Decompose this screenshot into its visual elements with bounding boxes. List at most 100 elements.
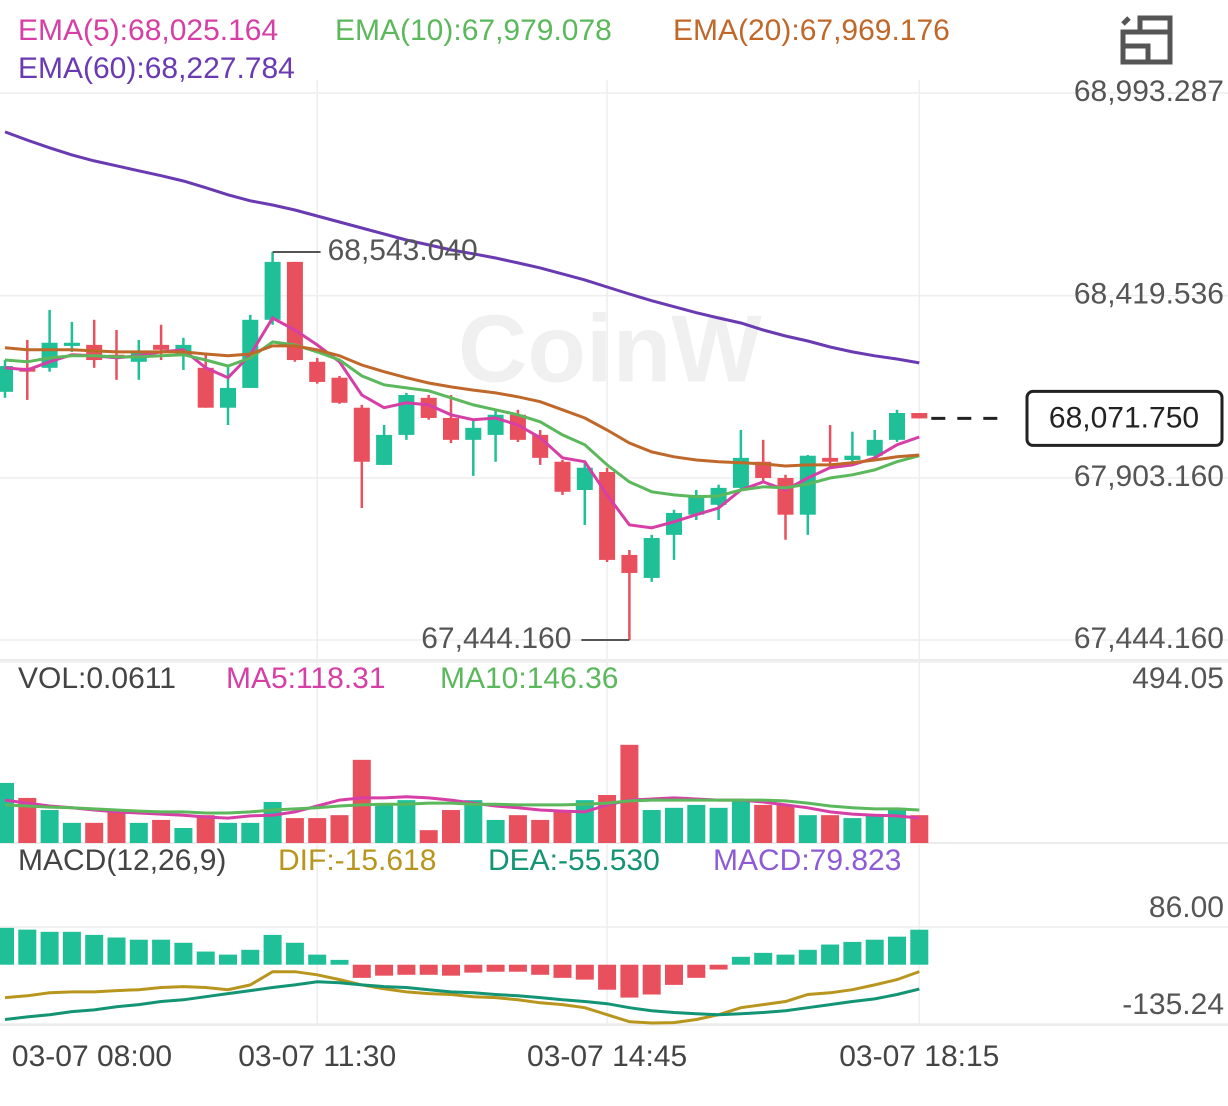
macd-bar <box>665 964 683 985</box>
macd-bar <box>85 934 104 965</box>
candle-body <box>353 407 370 462</box>
macd-bar <box>107 937 126 965</box>
icon-split[interactable] <box>1123 43 1151 62</box>
volume-bar <box>18 797 37 843</box>
macd-bar <box>598 964 617 990</box>
volume-bar <box>263 801 282 843</box>
volume-bar <box>731 800 750 843</box>
legend-label: DIF:-15.618 <box>278 844 436 877</box>
y-tick-label: 86.00 <box>1149 891 1224 924</box>
panel-title: MACD(12,26,9) <box>18 844 226 877</box>
volume-bar <box>397 800 416 843</box>
icon-top[interactable] <box>1137 15 1173 32</box>
volume-bar <box>687 804 706 843</box>
candle-body <box>309 361 326 382</box>
high-label: 68,543.040 <box>328 234 478 267</box>
last-price-label: 68,071.750 <box>1049 401 1199 434</box>
candle-body <box>621 554 638 573</box>
volume-bar <box>508 815 527 843</box>
candle-body <box>666 512 682 535</box>
macd-bar <box>843 941 862 965</box>
last-price-box <box>1025 389 1224 447</box>
legend-label: EMA(60):68,227.784 <box>18 52 295 85</box>
legend-label: DEA:-55.530 <box>488 844 660 877</box>
macd-bar <box>308 954 327 965</box>
volume-bar <box>330 815 349 843</box>
macd-bar <box>62 931 81 965</box>
x-tick-label: 03-07 14:45 <box>527 1040 687 1073</box>
panel-title: VOL:0.0611 <box>18 662 176 695</box>
macd-bar <box>642 964 661 995</box>
macd-bar <box>620 964 639 998</box>
legend-label: EMA(20):67,969.176 <box>673 14 950 47</box>
volume-bar <box>241 822 260 843</box>
volume-bar <box>464 800 483 843</box>
x-tick-label: 03-07 18:15 <box>839 1040 999 1073</box>
macd-bar <box>285 942 304 965</box>
macd-bar <box>18 929 37 965</box>
volume-bar <box>865 815 884 843</box>
volume-bar <box>308 818 327 843</box>
volume-bar <box>776 804 795 843</box>
volume-bar <box>798 815 817 843</box>
icon-tick[interactable] <box>1121 16 1131 26</box>
macd-bar <box>0 927 14 965</box>
y-tick-label: 67,444.160 <box>1074 622 1224 655</box>
macd-bar <box>375 964 394 976</box>
macd-bar <box>508 964 527 972</box>
legend-label: MA5:118.31 <box>226 662 386 695</box>
volume-bar <box>442 810 460 843</box>
candle-body <box>599 471 616 560</box>
macd-bar <box>219 954 237 965</box>
macd-bar <box>486 964 505 972</box>
volume-bar <box>107 810 126 843</box>
legend-label: MA10:146.36 <box>440 662 618 695</box>
macd-bar <box>731 956 750 965</box>
macd-bar <box>709 964 728 970</box>
candle-body <box>420 397 437 418</box>
candle-body <box>755 461 772 478</box>
candle-body <box>376 434 393 465</box>
volume-bar <box>285 818 304 843</box>
series-line <box>4 130 920 365</box>
watermark: CoinW <box>458 295 762 402</box>
volume-bar <box>129 822 148 843</box>
series-line <box>4 970 920 1025</box>
volume-bar <box>352 759 371 843</box>
candle-body <box>197 367 214 408</box>
volume-bar <box>419 830 438 843</box>
y-tick-label: 68,993.287 <box>1074 75 1224 108</box>
macd-bar <box>152 939 171 965</box>
series-line <box>4 798 920 815</box>
macd-bar <box>754 952 773 965</box>
volume-bar <box>375 804 394 843</box>
series-line <box>4 980 920 1021</box>
macd-bar <box>821 944 840 965</box>
layout-icon[interactable] <box>1120 15 1173 65</box>
macd-bar <box>129 939 148 965</box>
volume-bar <box>152 819 171 843</box>
candle-body <box>63 342 80 346</box>
candle-body <box>153 344 170 350</box>
macd-bar <box>442 964 460 976</box>
macd-bar <box>575 964 594 980</box>
macd-bar <box>464 964 483 973</box>
volume-bar <box>531 819 550 843</box>
candle-body <box>732 457 749 488</box>
macd-bar <box>776 954 795 965</box>
volume-bar <box>553 810 572 843</box>
candle-body <box>777 477 794 515</box>
legend-label: EMA(5):68,025.164 <box>18 14 278 47</box>
candle-body <box>911 413 928 419</box>
volume-bar <box>620 744 639 843</box>
macd-bar <box>910 929 929 965</box>
candle-body <box>509 414 526 440</box>
series-line <box>4 340 920 499</box>
candle-body <box>220 387 236 408</box>
candle-body <box>286 261 303 361</box>
y-tick-label: 67,903.160 <box>1074 460 1224 493</box>
candle-body <box>0 366 13 392</box>
candle-body <box>844 455 861 460</box>
volume-bar <box>843 818 862 843</box>
